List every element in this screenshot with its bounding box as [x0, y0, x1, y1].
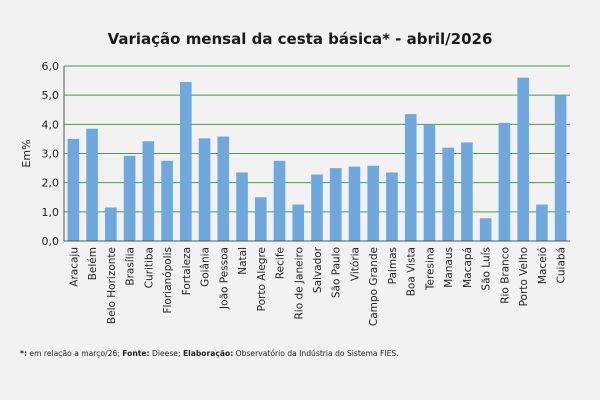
y-tick-label: 3,0 [42, 148, 60, 161]
x-tick-label: Palmas [387, 247, 399, 284]
footnote-elab-label: Elaboração: [182, 349, 234, 358]
x-tick-label: Natal [237, 247, 249, 275]
bar-belo-horizonte [105, 207, 117, 241]
x-tick-label: Porto Alegre [256, 247, 268, 311]
bar-campo-grande [367, 165, 380, 241]
x-tick-label: Aracaju [68, 247, 80, 287]
x-tick-label: Goiânia [200, 247, 212, 287]
x-tick-label: Macapá [462, 247, 474, 288]
bar-sao-luis [479, 218, 492, 241]
footnote-source-text: Dieese; [149, 349, 183, 358]
x-tick-label: Maceió [537, 247, 549, 284]
bar-natal [236, 172, 248, 241]
bar-salvador [311, 174, 323, 241]
x-tick-label: Brasília [125, 247, 137, 286]
bar-macapa [461, 142, 473, 241]
bar-aracaju [67, 138, 80, 241]
bar-rio-branco [498, 122, 511, 241]
bar-teresina [423, 124, 436, 241]
x-tick-label: Teresina [424, 247, 436, 291]
bar-manaus [442, 147, 454, 241]
x-tick-label: Porto Velho [518, 247, 530, 306]
bar-porto-alegre [254, 197, 267, 241]
footnote-source-label: Fonte: [122, 349, 150, 358]
y-tick-label: 0,0 [42, 235, 60, 248]
footnote-star-text: em relação a março/26; [27, 349, 123, 358]
x-tick-label: Belo Horizonte [106, 247, 118, 324]
x-tick-label: Manaus [443, 247, 455, 288]
x-tick-label: Salvador [312, 246, 324, 293]
x-tick-label: Boa Vista [406, 247, 418, 296]
bar-brasilia [123, 155, 136, 241]
bar-cuiaba [554, 95, 567, 242]
bar-chart: 0,0 1,0 2,0 3,0 4,0 5,0 6,0 Em% Aracaju Belém Belo… [20, 60, 570, 326]
bar-florianopolis [161, 160, 173, 241]
footnote: *: em relação a março/26; Fonte: Dieese;… [20, 349, 399, 358]
bar-recife [273, 160, 286, 241]
x-tick-label: Belém [87, 247, 99, 280]
bar-palmas [386, 172, 398, 241]
bar-vitoria [348, 166, 361, 241]
x-tick-label: Campo Grande [368, 247, 380, 326]
bar-sao-paulo [329, 168, 342, 241]
x-tick-label: São Luís [481, 247, 493, 291]
y-tick-label: 4,0 [42, 118, 60, 131]
bar-belem [86, 128, 98, 241]
x-tick-label: Florianópolis [162, 247, 174, 314]
x-tick-label: Recife [275, 247, 287, 279]
y-tick-label: 1,0 [42, 206, 60, 219]
x-tick-label: Rio Branco [499, 247, 511, 304]
y-tick-label: 6,0 [42, 60, 60, 73]
y-tick-label: 2,0 [42, 177, 60, 190]
x-tick-label: Cuiabá [556, 247, 568, 283]
x-tick-label: Fortaleza [181, 247, 193, 295]
bar-rio-de-janeiro [292, 204, 305, 241]
y-axis-label: Em% [20, 139, 33, 167]
footnote-elab-text: Observatório da Indústria do Sistema FIE… [233, 349, 399, 358]
bar-boa-vista [404, 114, 417, 241]
bar-porto-velho [517, 77, 529, 242]
bar-maceio [536, 204, 548, 241]
footnote-star: *: [20, 349, 28, 358]
bar-fortaleza [180, 82, 192, 242]
bar-goiania [198, 138, 211, 241]
x-tick-label: Rio de Janeiro [293, 247, 305, 320]
x-tick-label: Vitória [349, 247, 361, 281]
y-tick-label: 5,0 [42, 89, 60, 102]
bar-joao-pessoa [217, 136, 230, 241]
bar-curitiba [142, 141, 155, 241]
chart-title: Variação mensal da cesta básica* - abril… [107, 30, 493, 48]
x-tick-label: Curitiba [143, 247, 155, 288]
x-tick-label: João Pessoa [218, 247, 230, 310]
x-tick-label: São Paulo [331, 247, 343, 298]
